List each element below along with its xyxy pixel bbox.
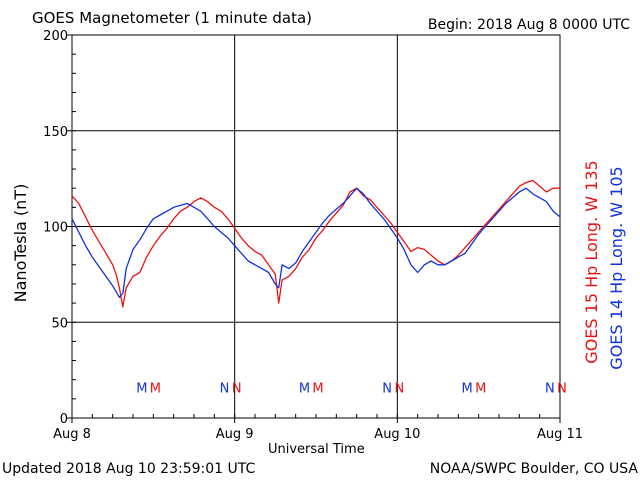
midnight-marker: M bbox=[312, 381, 323, 396]
midnight-marker: M bbox=[136, 381, 147, 396]
noon-marker: N bbox=[394, 381, 404, 396]
noon-marker: N bbox=[220, 381, 230, 396]
updated-timestamp: Updated 2018 Aug 10 23:59:01 UTC bbox=[2, 461, 256, 477]
credit-text: NOAA/SWPC Boulder, CO USA bbox=[429, 461, 638, 477]
midnight-marker: M bbox=[475, 381, 486, 396]
x-tick-label: Aug 9 bbox=[216, 427, 254, 442]
y-tick-label: 50 bbox=[51, 316, 68, 331]
y-tick-label: 100 bbox=[43, 221, 68, 236]
midnight-marker: M bbox=[462, 381, 473, 396]
x-tick-label: Aug 8 bbox=[53, 427, 91, 442]
y-tick-label: 150 bbox=[43, 125, 68, 140]
noon-marker: N bbox=[557, 381, 567, 396]
y-tick-label: 0 bbox=[60, 412, 68, 427]
y-tick-label: 200 bbox=[43, 29, 68, 44]
x-axis-label: Universal Time bbox=[268, 442, 365, 457]
noon-marker: N bbox=[545, 381, 555, 396]
noon-marker: N bbox=[382, 381, 392, 396]
noon-marker: N bbox=[232, 381, 242, 396]
midnight-marker: M bbox=[299, 381, 310, 396]
series-goes14-line bbox=[71, 187, 561, 299]
begin-time: Begin: 2018 Aug 8 0000 UTC bbox=[427, 17, 630, 33]
series-goes15-line bbox=[71, 179, 560, 308]
midnight-marker: M bbox=[150, 381, 161, 396]
chart-title: GOES Magnetometer (1 minute data) bbox=[32, 9, 313, 27]
x-tick-label: Aug 11 bbox=[537, 427, 583, 442]
x-tick-label: Aug 10 bbox=[374, 427, 420, 442]
